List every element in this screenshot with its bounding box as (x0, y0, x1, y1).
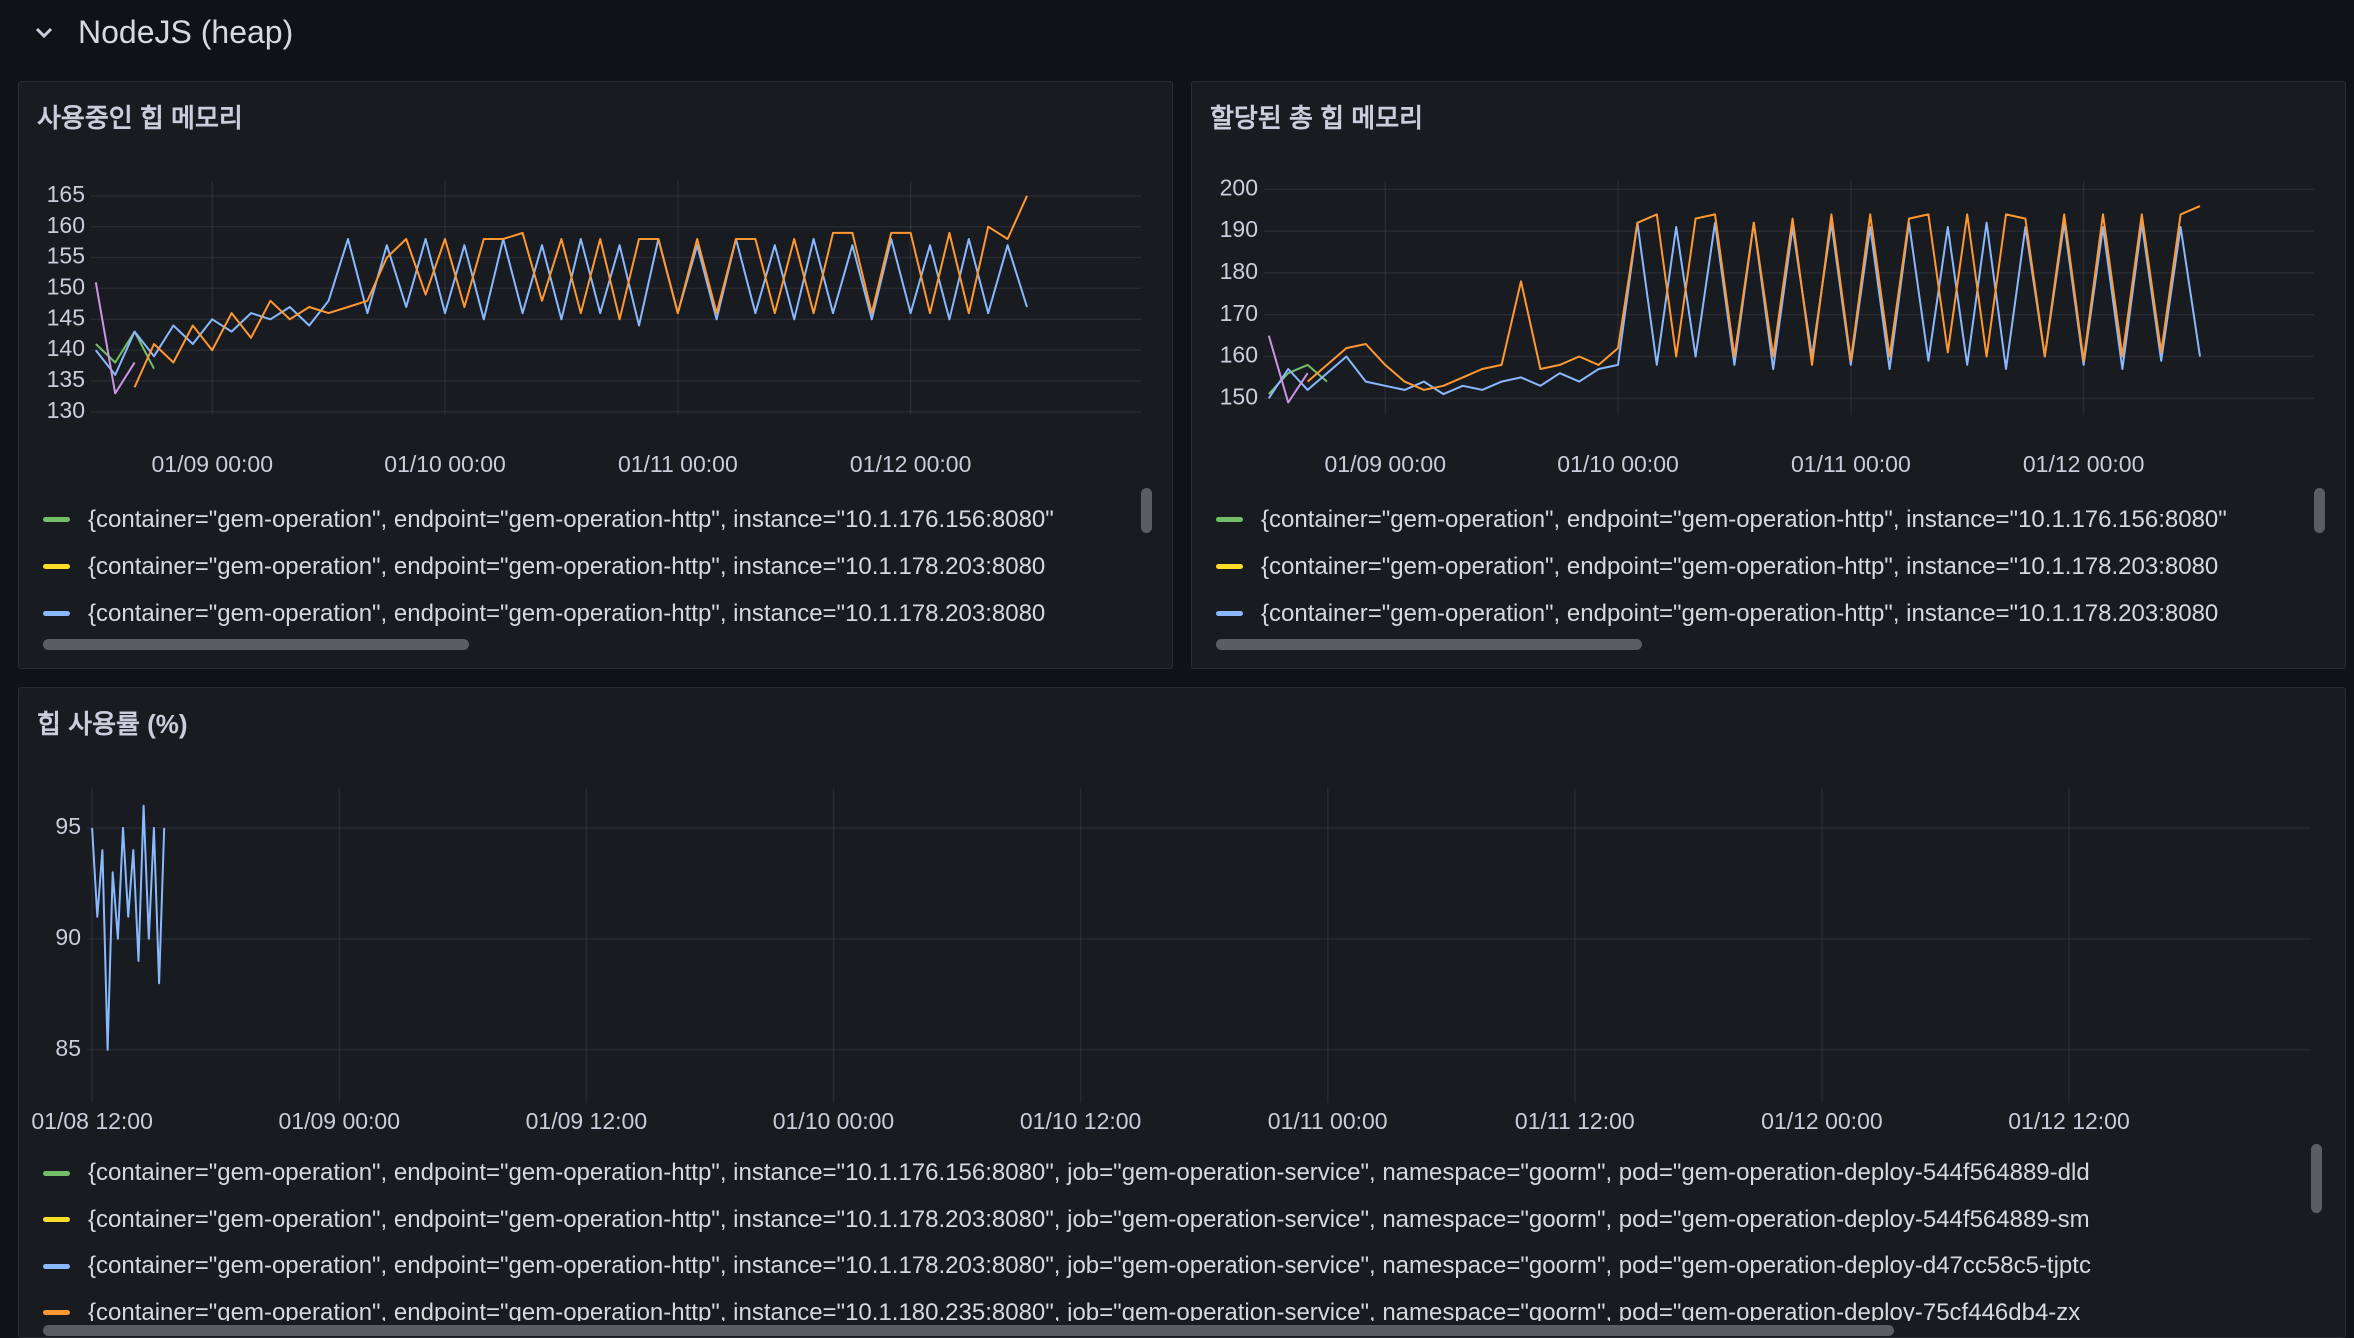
legend-item[interactable]: {container="gem-operation", endpoint="ge… (37, 496, 1054, 543)
y-tick-label: 165 (47, 181, 85, 207)
y-tick-label: 160 (47, 212, 85, 238)
scrollbar-vertical[interactable] (1141, 488, 1152, 533)
scrollbar-horizontal[interactable] (43, 1325, 1894, 1336)
panel-title: 힙 사용률 (%) (37, 709, 188, 739)
chart: 85 90 95 01/08 12:00 01/09 00:00 01/09 12:00 0… (31, 788, 2311, 1134)
legend-swatch (43, 611, 70, 616)
x-tick-label: 01/09 12:00 (526, 1108, 648, 1134)
chart: 130 135 140 145 150 155 160 165 01/09 00:00 01/10… (47, 181, 1141, 477)
chart: 150 160 170 180 190 200 01/09 00:00 01/10 00:00… (1220, 174, 2314, 477)
x-tick-label: 01/11 12:00 (1515, 1108, 1635, 1134)
legend-swatch (1216, 611, 1243, 616)
x-tick-label: 01/12 00:00 (850, 451, 972, 477)
legend-swatch (43, 1263, 70, 1269)
scrollbar-horizontal[interactable] (43, 639, 469, 650)
x-tick-label: 01/10 00:00 (773, 1108, 895, 1134)
y-tick-label: 95 (55, 813, 81, 839)
legend-label: {container="gem-operation", endpoint="ge… (88, 1252, 2091, 1280)
legend-item[interactable]: {container="gem-operation", endpoint="ge… (1210, 496, 2227, 543)
y-tick-label: 145 (47, 304, 85, 330)
x-tick-label: 01/09 00:00 (1324, 451, 1446, 477)
legend-item[interactable]: {container="gem-operation", endpoint="ge… (37, 543, 1045, 590)
scrollbar-vertical[interactable] (2314, 488, 2325, 533)
panel-title: 할당된 총 힙 메모리 (1210, 103, 1424, 133)
legend-label: {container="gem-operation", endpoint="ge… (88, 552, 1046, 580)
legend-item[interactable]: {container="gem-operation", endpoint="ge… (37, 1197, 2090, 1244)
panel: 힙 사용률 (%) 85 90 95 01/08 12:00 01/09 00:00 01/… (18, 687, 2346, 1338)
legend-label: {container="gem-operation", endpoint="ge… (1261, 552, 2219, 580)
legend-item[interactable]: {container="gem-operation", endpoint="ge… (37, 590, 1045, 631)
y-tick-label: 160 (1220, 342, 1258, 368)
y-tick-label: 200 (1220, 174, 1258, 200)
scrollbar-horizontal[interactable] (1216, 639, 1642, 650)
x-tick-label: 01/11 00:00 (1791, 451, 1911, 477)
y-tick-label: 170 (1220, 300, 1258, 326)
legend-item[interactable]: {container="gem-operation", endpoint="ge… (1210, 543, 2218, 590)
collapse-chevron[interactable] (32, 22, 56, 44)
x-tick-label: 01/12 12:00 (2008, 1108, 2130, 1134)
legend-swatch (43, 1170, 70, 1176)
x-tick-label: 01/11 00:00 (1268, 1108, 1388, 1134)
legend-label: {container="gem-operation", endpoint="ge… (88, 1159, 2090, 1187)
legend-swatch (43, 517, 70, 522)
series-line (95, 238, 1028, 376)
series-line (1267, 335, 1309, 404)
legend-label: {container="gem-operation", endpoint="ge… (88, 1205, 2090, 1233)
x-tick-label: 01/09 00:00 (279, 1108, 401, 1134)
legend-swatch (1216, 517, 1243, 522)
panel: 사용중인 힙 메모리 130 135 140 145 150 155 160 165 01/09 … (18, 81, 1173, 669)
legend-swatch (43, 1217, 70, 1223)
y-tick-label: 135 (47, 366, 85, 392)
legend-item[interactable]: {container="gem-operation", endpoint="ge… (1210, 590, 2218, 631)
y-tick-label: 140 (47, 335, 85, 361)
y-tick-label: 90 (55, 924, 81, 950)
legend-item[interactable]: {container="gem-operation", endpoint="ge… (37, 1150, 2090, 1197)
row-title[interactable]: NodeJS (heap) (78, 14, 294, 50)
y-tick-label: 150 (47, 274, 85, 300)
y-tick-label: 180 (1220, 258, 1258, 284)
legend-swatch (43, 564, 70, 569)
legend: {container="gem-operation", endpoint="ge… (1210, 496, 2314, 631)
y-tick-label: 150 (1220, 383, 1258, 409)
x-tick-label: 01/10 00:00 (1557, 451, 1679, 477)
legend-swatch (1216, 564, 1243, 569)
legend-item[interactable]: {container="gem-operation", endpoint="ge… (37, 1290, 2081, 1321)
x-tick-label: 01/10 12:00 (1020, 1108, 1142, 1134)
legend-label: {container="gem-operation", endpoint="ge… (88, 599, 1046, 627)
panel-title: 사용중인 힙 메모리 (37, 103, 243, 133)
y-tick-label: 130 (47, 397, 85, 423)
y-tick-label: 155 (47, 243, 85, 269)
legend-label: {container="gem-operation", endpoint="ge… (88, 505, 1054, 533)
legend-label: {container="gem-operation", endpoint="ge… (88, 1298, 2081, 1321)
legend-label: {container="gem-operation", endpoint="ge… (1261, 505, 2227, 533)
x-tick-label: 01/10 00:00 (384, 451, 506, 477)
legend-swatch (43, 1310, 70, 1316)
y-tick-label: 190 (1220, 216, 1258, 242)
series-line (94, 282, 136, 395)
scrollbar-vertical[interactable] (2311, 1144, 2322, 1213)
series-line (91, 804, 166, 1051)
legend: {container="gem-operation", endpoint="ge… (37, 1150, 2311, 1321)
x-tick-label: 01/12 00:00 (1761, 1108, 1883, 1134)
y-tick-label: 85 (55, 1035, 81, 1061)
series-line (95, 330, 155, 370)
series-line (133, 195, 1028, 388)
series-line (1306, 205, 2201, 391)
panel: 할당된 총 힙 메모리 150 160 170 180 190 200 01/09 00:00… (1191, 81, 2346, 669)
x-tick-label: 01/08 12:00 (31, 1108, 153, 1134)
legend-item[interactable]: {container="gem-operation", endpoint="ge… (37, 1243, 2091, 1290)
x-tick-label: 01/09 00:00 (151, 451, 273, 477)
x-tick-label: 01/11 00:00 (618, 451, 738, 477)
x-tick-label: 01/12 00:00 (2023, 451, 2145, 477)
legend: {container="gem-operation", endpoint="ge… (37, 496, 1141, 631)
legend-label: {container="gem-operation", endpoint="ge… (1261, 599, 2219, 627)
